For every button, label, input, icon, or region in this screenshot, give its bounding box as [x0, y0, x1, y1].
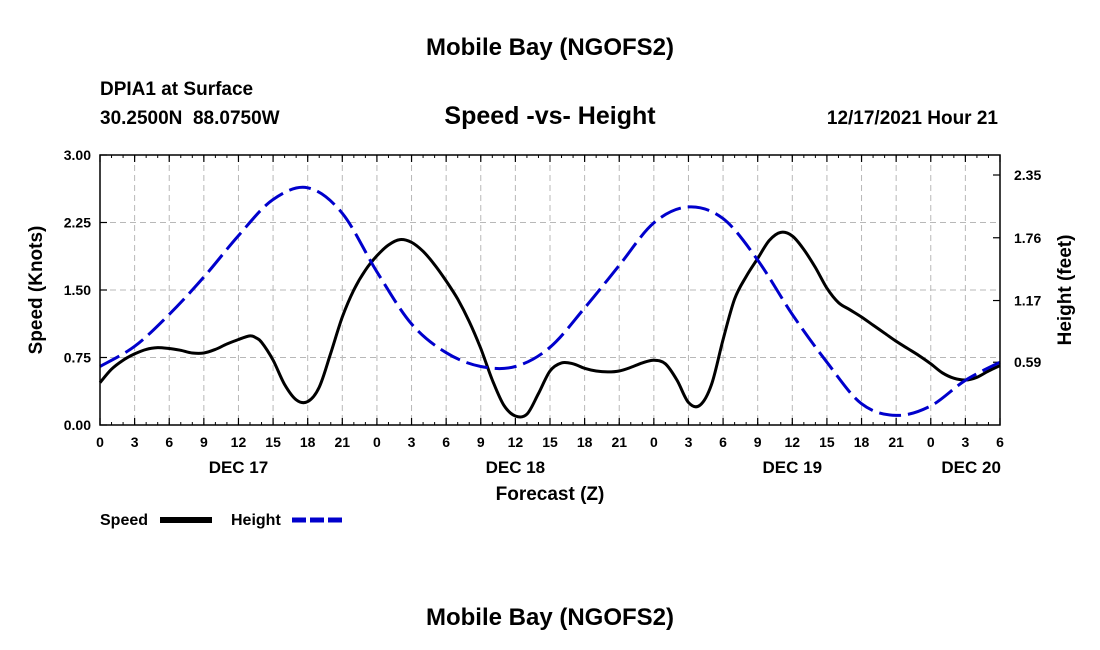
date-label: DEC 18	[486, 458, 546, 477]
y-tick-label: 3.00	[64, 147, 91, 163]
date-label: DEC 17	[209, 458, 269, 477]
x-tick-label: 18	[577, 434, 593, 450]
series-line-speed	[98, 230, 1001, 419]
page-title-bottom: Mobile Bay (NGOFS2)	[426, 604, 674, 631]
x-tick-label: 0	[927, 434, 935, 450]
x-tick-label: 0	[650, 434, 658, 450]
y2-tick-label: 1.17	[1014, 293, 1041, 309]
page-title: Mobile Bay (NGOFS2)	[426, 34, 674, 61]
coordinates-label: 30.2500N 88.0750W	[100, 108, 280, 129]
x-tick-label: 15	[265, 434, 281, 450]
x-tick-label: 0	[373, 434, 381, 450]
x-tick-label: 12	[231, 434, 247, 450]
x-tick-label: 3	[408, 434, 416, 450]
legend: Speed Height	[100, 512, 344, 529]
x-tick-label: 9	[200, 434, 208, 450]
y-tick-label: 0.75	[64, 350, 91, 366]
y-tick-label: 1.50	[64, 282, 91, 298]
x-tick-label: 12	[785, 434, 801, 450]
x-tick-label: 21	[335, 434, 351, 450]
station-label: DPIA1 at Surface	[100, 79, 253, 100]
x-tick-label: 6	[442, 434, 450, 450]
y2-tick-label: 0.59	[1014, 354, 1041, 370]
chart-title: Speed -vs- Height	[444, 102, 656, 130]
y-tick-labels: 0.00 0.75 1.50 2.25 3.00	[64, 147, 91, 433]
x-tick-label: 15	[819, 434, 835, 450]
x-tick-label: 15	[542, 434, 558, 450]
x-tick-label: 3	[961, 434, 969, 450]
date-label: DEC 19	[763, 458, 823, 477]
x-tick-label: 9	[477, 434, 485, 450]
x-tick-label: 6	[165, 434, 173, 450]
x-tick-label: 18	[854, 434, 870, 450]
grid-lines	[99, 154, 1001, 426]
x-tick-label: 12	[508, 434, 524, 450]
x-axis-label: Forecast (Z)	[496, 484, 605, 505]
y-tick-label: 2.25	[64, 215, 91, 231]
x-tick-label: 18	[300, 434, 316, 450]
y2-axis-label: Height (feet)	[1055, 235, 1076, 346]
x-tick-label: 3	[685, 434, 693, 450]
legend-speed-label: Speed	[100, 512, 148, 529]
y2-tick-label: 1.76	[1014, 230, 1041, 246]
series-layer	[98, 185, 1001, 419]
y2-tick-label: 2.35	[1014, 167, 1041, 183]
x-tick-label: 9	[754, 434, 762, 450]
date-label: DEC 20	[941, 458, 1001, 477]
x-tick-label: 21	[611, 434, 627, 450]
forecast-datetime: 12/17/2021 Hour 21	[827, 108, 999, 129]
y2-tick-labels: 0.59 1.17 1.76 2.35	[1014, 167, 1041, 370]
y-tick-label: 0.00	[64, 417, 91, 433]
y-axis-label: Speed (Knots)	[26, 226, 47, 355]
x-tick-label: 0	[96, 434, 104, 450]
x-tick-label: 6	[996, 434, 1004, 450]
series-line-height	[99, 185, 1001, 417]
legend-height-label: Height	[231, 512, 281, 529]
x-tick-label: 21	[888, 434, 904, 450]
x-tick-label: 3	[131, 434, 139, 450]
x-tick-label: 6	[719, 434, 727, 450]
x-tick-labels: 0 3 6 9 12 15 18 21 0 3 6 9 12 15 18 21 0 3 6 9 12 15 18 21 0 3 6	[96, 434, 1004, 450]
date-labels: DEC 17 DEC 18 DEC 19 DEC 20	[209, 458, 1001, 477]
plot-frame	[99, 154, 1001, 426]
